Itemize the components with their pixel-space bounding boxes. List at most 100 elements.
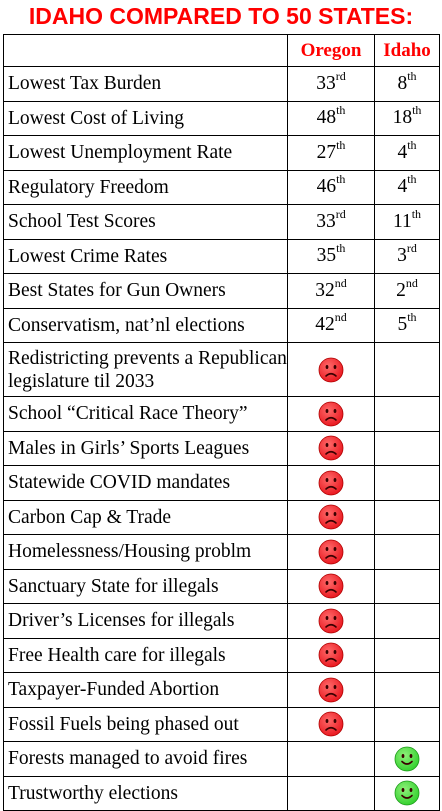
oregon-rank-cell: 27th: [287, 135, 375, 171]
row-label: Driver’s Licenses for illegals: [3, 603, 288, 639]
row-label: Lowest Tax Burden: [3, 66, 288, 102]
idaho-icon-cell: [374, 342, 440, 397]
idaho-rank-suffix: th: [407, 68, 417, 83]
oregon-rank-suffix: th: [336, 137, 346, 152]
idaho-rank-number: 11: [392, 210, 412, 232]
idaho-rank-number: 8: [397, 72, 408, 94]
sad-face-icon: [318, 711, 344, 737]
row-label: Lowest Unemployment Rate: [3, 135, 288, 171]
row-label: Best States for Gun Owners: [3, 273, 288, 309]
row-label: School Test Scores: [3, 204, 288, 240]
header-category: [3, 34, 288, 67]
oregon-icon-cell: [287, 342, 375, 397]
sad-face-icon: [318, 470, 344, 496]
table-row: Lowest Crime Rates 35th 3rd: [3, 238, 440, 274]
sad-face-icon: [318, 504, 344, 530]
idaho-rank-number: 4: [397, 141, 408, 163]
table-row: Conservatism, nat’nl elections 42nd 5th: [3, 307, 440, 343]
oregon-rank-suffix: nd: [334, 310, 347, 325]
idaho-rank-cell: 2nd: [374, 273, 440, 309]
sad-face-icon: [318, 435, 344, 461]
idaho-rank-suffix: th: [411, 206, 422, 221]
header-idaho: Idaho: [374, 34, 440, 67]
row-label: Trustworthy elections: [3, 775, 288, 811]
row-label: Lowest Crime Rates: [3, 238, 288, 274]
table-row: Lowest Unemployment Rate 27th 4th: [3, 135, 440, 171]
happy-face-icon: [394, 780, 420, 806]
idaho-rank-cell: 18th: [374, 100, 440, 136]
table-row: Best States for Gun Owners 32nd 2nd: [3, 273, 440, 309]
oregon-rank-suffix: rd: [335, 68, 346, 83]
table-row: Driver’s Licenses for illegals: [3, 603, 440, 639]
table-row: Lowest Tax Burden 33rd 8th: [3, 66, 440, 102]
oregon-rank-cell: 42nd: [287, 307, 375, 343]
table-row: Redistricting prevents a Republican legi…: [3, 342, 440, 397]
sad-face-icon: [318, 401, 344, 427]
oregon-icon-cell: [287, 568, 375, 604]
page-title: IDAHO COMPARED TO 50 STATES:: [28, 3, 414, 29]
row-label: Males in Girls’ Sports Leagues: [3, 430, 288, 466]
idaho-icon-cell: [374, 637, 440, 673]
oregon-icon-cell: [287, 775, 375, 811]
idaho-rank-number: 2: [396, 279, 406, 301]
oregon-rank-number: 27: [316, 141, 337, 163]
idaho-rank-number: 4: [397, 176, 408, 198]
idaho-rank-suffix: th: [407, 310, 417, 325]
oregon-icon-cell: [287, 430, 375, 466]
oregon-icon-cell: [287, 499, 375, 535]
table-row: School Test Scores 33rd 11th: [3, 204, 440, 240]
oregon-icon-cell: [287, 741, 375, 777]
idaho-icon-cell: [374, 672, 440, 708]
oregon-rank-cell: 48th: [287, 100, 375, 136]
table-row: Sanctuary State for illegals: [3, 568, 440, 604]
oregon-rank-suffix: nd: [334, 275, 347, 290]
idaho-rank-number: 5: [397, 314, 408, 336]
oregon-rank-number: 42: [315, 314, 335, 336]
idaho-icon-cell: [374, 568, 440, 604]
idaho-rank-cell: 4th: [374, 169, 440, 205]
happy-face-icon: [394, 746, 420, 772]
idaho-icon-cell: [374, 706, 440, 742]
oregon-rank-number: 48: [316, 107, 337, 129]
row-label: Redistricting prevents a Republican legi…: [3, 342, 288, 397]
row-label: Free Health care for illegals: [3, 637, 288, 673]
table-body: Lowest Tax Burden 33rd 8th Lowest Cost of L…: [3, 66, 440, 811]
sad-face-icon: [318, 642, 344, 668]
idaho-rank-suffix: th: [407, 172, 417, 187]
idaho-icon-cell: [374, 430, 440, 466]
oregon-rank-number: 33: [316, 72, 336, 94]
oregon-rank-suffix: th: [336, 172, 346, 187]
row-label: Forests managed to avoid fires: [3, 741, 288, 777]
oregon-rank-suffix: th: [336, 103, 346, 118]
row-label: Homelessness/Housing problm: [3, 534, 288, 570]
oregon-rank-cell: 35th: [287, 238, 375, 274]
idaho-icon-cell: [374, 775, 440, 811]
table-row: School “Critical Race Theory”: [3, 396, 440, 432]
table-row: Taxpayer-Funded Abortion: [3, 672, 440, 708]
oregon-icon-cell: [287, 706, 375, 742]
table-row: Free Health care for illegals: [3, 637, 440, 673]
oregon-icon-cell: [287, 637, 375, 673]
oregon-rank-cell: 46th: [287, 169, 375, 205]
idaho-rank-number: 18: [392, 107, 413, 129]
idaho-rank-cell: 3rd: [374, 238, 440, 274]
row-label: Taxpayer-Funded Abortion: [3, 672, 288, 708]
oregon-rank-cell: 33rd: [287, 66, 375, 102]
header-row: Oregon Idaho: [3, 34, 440, 67]
table-row: Carbon Cap & Trade: [3, 499, 440, 535]
idaho-rank-number: 3: [397, 245, 407, 267]
table-row: Fossil Fuels being phased out: [3, 706, 440, 742]
table-row: Statewide COVID mandates: [3, 465, 440, 501]
sad-face-icon: [318, 357, 344, 382]
oregon-icon-cell: [287, 603, 375, 639]
row-label: Carbon Cap & Trade: [3, 499, 288, 535]
idaho-rank-suffix: nd: [405, 275, 418, 290]
row-label: Fossil Fuels being phased out: [3, 706, 288, 742]
idaho-rank-cell: 4th: [374, 135, 440, 171]
row-label: Conservatism, nat’nl elections: [3, 307, 288, 343]
table-row: Homelessness/Housing problm: [3, 534, 440, 570]
idaho-icon-cell: [374, 499, 440, 535]
idaho-rank-suffix: rd: [406, 241, 417, 256]
idaho-rank-cell: 11th: [374, 204, 440, 240]
idaho-rank-suffix: th: [407, 137, 417, 152]
